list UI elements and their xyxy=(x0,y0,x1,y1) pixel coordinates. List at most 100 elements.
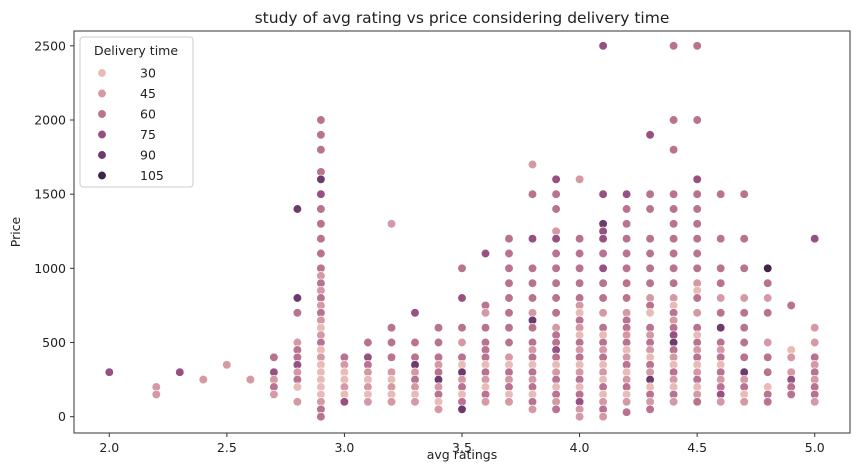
x-tick-label: 4.0 xyxy=(570,440,590,455)
scatter-point xyxy=(692,189,702,199)
scatter-point xyxy=(316,248,326,259)
scatter-point xyxy=(739,397,749,407)
scatter-point xyxy=(621,189,632,199)
scatter-point xyxy=(433,323,444,333)
scatter-point xyxy=(716,308,726,318)
scatter-point xyxy=(316,234,326,244)
scatter-point xyxy=(763,367,773,377)
scatter-point xyxy=(621,397,632,407)
x-tick-label: 2.5 xyxy=(217,440,237,455)
y-axis-label: Price xyxy=(8,216,23,247)
scatter-point xyxy=(386,397,397,407)
scatter-point xyxy=(316,219,326,229)
scatter-point xyxy=(574,263,585,273)
scatter-point xyxy=(763,263,773,273)
scatter-point xyxy=(292,293,303,303)
scatter-point xyxy=(645,234,655,244)
scatter-point xyxy=(551,234,561,244)
scatter-point xyxy=(574,174,585,184)
scatter-point xyxy=(292,397,303,407)
scatter-point xyxy=(692,263,702,273)
scatter-point xyxy=(598,308,608,318)
scatter-point xyxy=(810,397,820,407)
x-tick-label: 5.0 xyxy=(805,440,825,455)
scatter-point xyxy=(739,189,749,199)
scatter-point xyxy=(457,293,467,303)
scatter-point xyxy=(574,412,585,422)
scatter-point xyxy=(504,323,514,333)
scatter-point xyxy=(292,204,303,214)
scatter-point xyxy=(668,219,679,229)
scatter-point xyxy=(363,397,373,407)
y-tick-label: 2000 xyxy=(34,113,66,128)
scatter-point xyxy=(316,204,326,214)
scatter-point xyxy=(668,397,679,407)
scatter-point xyxy=(504,397,514,407)
scatter-point xyxy=(598,412,608,422)
scatter-point xyxy=(316,412,326,422)
scatter-point xyxy=(668,263,679,273)
scatter-point xyxy=(763,397,773,407)
scatter-point xyxy=(386,219,397,229)
scatter-point xyxy=(598,41,608,51)
scatter-point xyxy=(551,404,561,414)
scatter-point xyxy=(692,397,702,407)
scatter-point xyxy=(692,115,702,125)
scatter-point xyxy=(716,323,726,333)
scatter-point xyxy=(574,234,585,244)
scatter-point xyxy=(457,404,467,414)
scatter-point xyxy=(598,234,608,244)
x-tick-label: 2.0 xyxy=(99,440,119,455)
scatter-point xyxy=(175,367,185,377)
scatter-point xyxy=(668,204,679,214)
scatter-point xyxy=(692,174,702,184)
legend-label: 30 xyxy=(140,66,156,81)
scatter-point xyxy=(504,278,514,288)
scatter-point xyxy=(810,323,820,333)
scatter-point xyxy=(739,263,749,273)
scatter-point xyxy=(668,145,679,155)
scatter-point xyxy=(645,308,655,318)
scatter-point xyxy=(645,278,655,288)
scatter-point xyxy=(292,382,303,392)
scatter-point xyxy=(621,219,632,229)
scatter-point xyxy=(245,374,256,385)
scatter-point xyxy=(716,263,726,273)
y-tick-label: 1500 xyxy=(34,187,66,202)
scatter-point xyxy=(739,293,749,303)
y-tick-label: 1000 xyxy=(34,261,66,276)
legend-label: 105 xyxy=(140,168,164,183)
scatter-point xyxy=(598,263,608,273)
scatter-point xyxy=(551,293,561,303)
scatter-point xyxy=(739,234,749,244)
scatter-point xyxy=(668,115,679,125)
legend-box xyxy=(79,36,194,188)
scatter-point xyxy=(504,293,514,303)
y-tick-label: 500 xyxy=(42,335,66,350)
scatter-point xyxy=(386,323,397,333)
scatter-point xyxy=(716,234,726,244)
scatter-point xyxy=(527,323,538,333)
scatter-point xyxy=(763,278,773,288)
scatter-point xyxy=(527,404,538,414)
scatter-point xyxy=(645,189,655,199)
scatter-point xyxy=(222,360,232,370)
scatter-point xyxy=(739,323,749,333)
legend-title: Delivery time xyxy=(94,43,178,58)
scatter-point xyxy=(339,397,350,407)
scatter-point xyxy=(786,389,796,400)
scatter-point xyxy=(269,352,279,362)
ticks-layer: 2.0 2.5 3.0 3.5 4.0 4.5 5.0 0 500 1000 1500 2000 250… xyxy=(34,38,825,455)
scatter-point xyxy=(621,248,632,259)
y-tick-label: 0 xyxy=(58,409,66,424)
legend-marker xyxy=(97,150,107,160)
scatter-point xyxy=(692,293,702,303)
scatter-point xyxy=(716,293,726,303)
scatter-point xyxy=(551,248,561,259)
scatter-point xyxy=(316,145,326,155)
legend-label: 60 xyxy=(140,107,156,122)
scatter-point xyxy=(621,293,632,303)
scatter-point xyxy=(598,293,608,303)
scatter-point xyxy=(551,308,561,318)
